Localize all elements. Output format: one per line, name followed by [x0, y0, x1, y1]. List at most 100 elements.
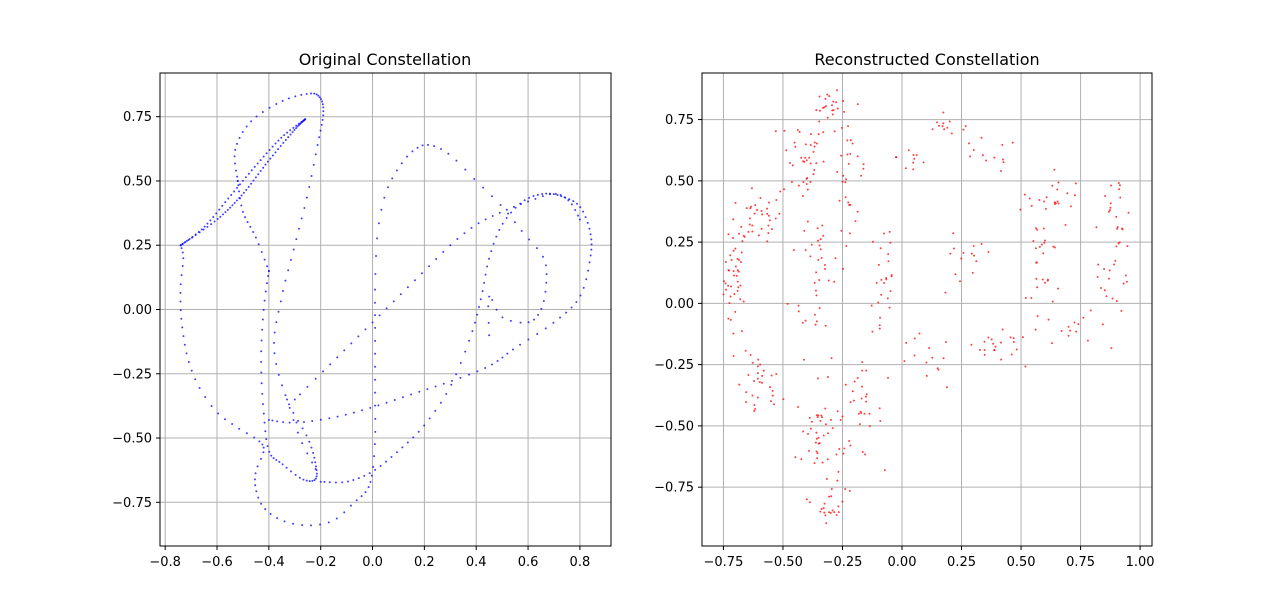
data-point	[1118, 188, 1121, 191]
x-tick-label: −0.75	[704, 555, 744, 570]
data-point	[852, 399, 855, 402]
data-point	[183, 241, 186, 244]
data-point	[863, 412, 866, 415]
data-point	[355, 499, 358, 502]
data-point	[783, 129, 786, 132]
data-point	[256, 465, 259, 468]
data-point	[187, 360, 190, 363]
data-point	[254, 472, 257, 475]
data-point	[847, 125, 850, 128]
data-point	[865, 393, 868, 396]
data-point	[582, 210, 585, 213]
data-point	[732, 249, 735, 252]
data-point	[545, 281, 548, 284]
data-point	[983, 353, 986, 356]
original-constellation-panel: Original Constellation −0.8 −0.6 −0.4 −0.2 0…	[112, 50, 612, 570]
data-point	[395, 169, 398, 172]
data-point	[319, 418, 322, 421]
data-point	[817, 377, 820, 380]
data-point	[912, 161, 915, 164]
data-point	[1069, 205, 1072, 208]
data-point	[559, 194, 562, 197]
data-point	[314, 465, 317, 468]
data-point	[1108, 210, 1111, 213]
data-point	[768, 219, 771, 222]
data-point	[224, 201, 227, 204]
data-point	[1030, 204, 1033, 207]
data-point	[1060, 330, 1063, 333]
data-point	[455, 373, 458, 376]
data-point	[463, 232, 466, 235]
data-point	[830, 418, 833, 421]
data-point	[264, 163, 267, 166]
data-point	[734, 310, 737, 313]
data-point	[374, 468, 377, 471]
data-point	[1067, 325, 1070, 328]
data-point	[804, 143, 807, 146]
data-point	[303, 206, 306, 209]
data-point	[883, 281, 886, 284]
data-point	[315, 93, 318, 96]
data-point	[484, 273, 487, 276]
data-point	[235, 169, 238, 172]
data-point	[745, 391, 748, 394]
x-tick-label: 0.25	[947, 555, 976, 570]
data-point	[999, 170, 1002, 173]
data-point	[747, 374, 750, 377]
data-point	[854, 220, 857, 223]
data-point	[399, 293, 402, 296]
data-point	[590, 248, 593, 251]
data-point	[306, 452, 309, 455]
data-point	[797, 310, 800, 313]
data-point	[972, 149, 975, 152]
data-point	[813, 313, 816, 316]
data-point	[288, 403, 291, 406]
data-point	[575, 300, 578, 303]
data-point	[751, 361, 754, 364]
data-point	[815, 142, 818, 145]
data-point	[292, 419, 295, 422]
data-point	[770, 374, 773, 377]
data-point	[235, 199, 238, 202]
data-point	[218, 208, 221, 211]
data-point	[1035, 227, 1038, 230]
data-point	[1109, 206, 1112, 209]
data-point	[317, 94, 320, 97]
data-point	[878, 324, 881, 327]
data-point	[336, 356, 339, 359]
data-point	[815, 450, 818, 453]
data-point	[1069, 329, 1072, 332]
data-point	[259, 169, 262, 172]
data-point	[311, 479, 314, 482]
data-point	[823, 263, 826, 266]
data-point	[805, 183, 808, 186]
data-point	[888, 306, 891, 309]
data-point	[767, 201, 770, 204]
data-point	[321, 118, 324, 121]
data-point	[391, 177, 394, 180]
data-point	[733, 274, 736, 277]
data-point	[439, 401, 442, 404]
data-point	[912, 154, 915, 157]
data-point	[851, 142, 854, 145]
data-point	[321, 100, 324, 103]
data-point	[544, 290, 547, 293]
data-point	[314, 153, 317, 156]
data-point	[1051, 342, 1054, 345]
data-point	[261, 392, 264, 395]
data-point	[374, 288, 377, 291]
data-point	[856, 103, 859, 106]
y-tick-label: −0.50	[112, 432, 152, 447]
data-point	[304, 118, 307, 121]
data-point	[818, 307, 821, 310]
data-point	[209, 219, 212, 222]
x-tick-label: 0.50	[1007, 555, 1036, 570]
data-point	[185, 352, 188, 355]
data-point	[368, 472, 371, 475]
data-point	[498, 228, 501, 231]
y-tick-label: 0.75	[123, 110, 152, 125]
data-point	[392, 300, 395, 303]
data-point	[393, 398, 396, 401]
data-point	[269, 512, 272, 515]
data-point	[837, 470, 840, 473]
